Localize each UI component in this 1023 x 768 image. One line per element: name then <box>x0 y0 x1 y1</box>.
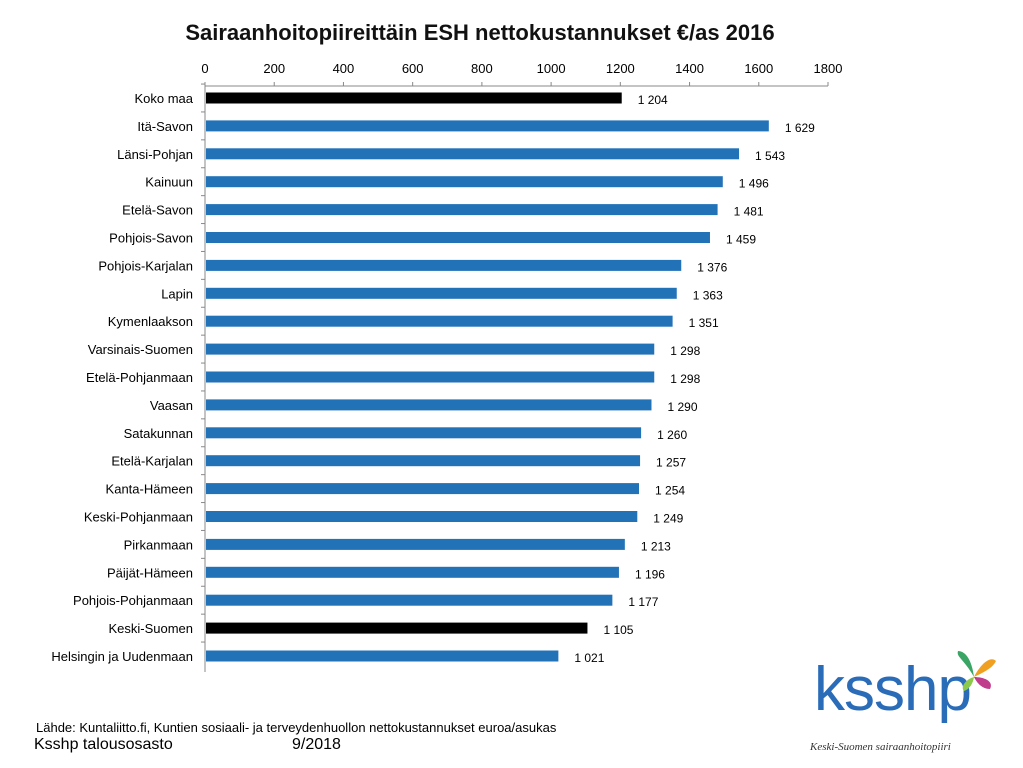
bar <box>206 594 613 606</box>
x-tick-label: 0 <box>201 61 208 76</box>
category-label: Pohjois-Savon <box>109 231 193 246</box>
ksshp-logo: ksshp Keski-Suomen sairaanhoitopiiri <box>800 645 1010 760</box>
chart-title: Sairaanhoitopiireittäin ESH nettokustann… <box>185 20 775 45</box>
x-tick-label: 1000 <box>537 61 566 76</box>
category-label: Satakunnan <box>124 426 193 441</box>
bar <box>206 650 559 662</box>
data-label: 1 257 <box>656 456 686 470</box>
data-label: 1 459 <box>726 233 756 247</box>
bar <box>206 287 677 299</box>
x-tick-label: 1200 <box>606 61 635 76</box>
category-label: Päijät-Hämeen <box>107 565 193 580</box>
bar <box>206 343 655 355</box>
category-label: Itä-Savon <box>137 119 193 134</box>
bar <box>206 399 652 411</box>
category-label: Etelä-Karjalan <box>111 454 193 469</box>
data-label: 1 213 <box>641 539 671 553</box>
bar-chart: 0 200 400 600 800 1000 1200 1400 1600 1800 Koko ma… <box>51 61 843 672</box>
bar <box>206 538 625 550</box>
x-tick-label: 1400 <box>675 61 704 76</box>
bar <box>206 511 638 522</box>
category-label: Pohjois-Pohjanmaan <box>73 593 193 608</box>
data-label: 1 196 <box>635 567 665 581</box>
data-label: 1 254 <box>655 484 685 498</box>
source-note: Lähde: Kuntaliitto.fi, Kuntien sosiaali-… <box>36 720 557 735</box>
category-label: Kanta-Hämeen <box>106 482 193 497</box>
bar <box>206 259 682 271</box>
bar <box>206 427 642 439</box>
category-label: Kymenlaakson <box>108 314 193 329</box>
logo-subtitle: Keski-Suomen sairaanhoitopiiri <box>810 741 951 753</box>
bar <box>206 232 710 243</box>
bar <box>206 371 655 383</box>
data-label: 1 298 <box>670 372 700 386</box>
category-label: Keski-Suomen <box>108 621 193 636</box>
x-tick-label: 200 <box>263 61 285 76</box>
bar <box>206 148 740 160</box>
x-tick-label: 1800 <box>814 61 843 76</box>
data-label: 1 481 <box>734 205 764 219</box>
category-label: Länsi-Pohjan <box>117 147 193 162</box>
x-tick-label: 1600 <box>744 61 773 76</box>
department-label: Ksshp talousosasto <box>34 736 173 753</box>
logo-text: ksshp <box>814 655 972 724</box>
bar <box>206 622 588 634</box>
data-label: 1 260 <box>657 428 687 442</box>
category-label: Keski-Pohjanmaan <box>84 510 193 525</box>
data-label: 1 249 <box>653 512 683 526</box>
category-label: Vaasan <box>150 398 193 413</box>
data-label: 1 543 <box>755 149 785 163</box>
category-label: Varsinais-Suomen <box>88 342 193 357</box>
x-tick-label: 800 <box>471 61 493 76</box>
date-label: 9/2018 <box>292 736 341 753</box>
category-label: Lapin <box>161 286 193 301</box>
category-label: Pirkanmaan <box>124 537 193 552</box>
category-label: Etelä-Savon <box>122 203 193 218</box>
data-label: 1 021 <box>574 651 604 665</box>
category-label: Helsingin ja Uudenmaan <box>51 649 193 664</box>
category-label: Etelä-Pohjanmaan <box>86 370 193 385</box>
data-label: 1 363 <box>693 288 723 302</box>
x-tick-label: 600 <box>402 61 424 76</box>
bar <box>206 455 641 467</box>
bar <box>206 566 619 578</box>
bar <box>206 92 622 104</box>
bar <box>206 483 640 495</box>
data-label: 1 298 <box>670 344 700 358</box>
bar <box>206 120 769 132</box>
category-label: Kainuun <box>145 175 193 190</box>
data-label: 1 351 <box>689 316 719 330</box>
x-tick-label: 400 <box>333 61 355 76</box>
bar <box>206 315 673 327</box>
bar <box>206 204 718 216</box>
category-label: Koko maa <box>134 91 193 106</box>
category-label: Pohjois-Karjalan <box>98 258 193 273</box>
butterfly-icon <box>957 651 996 691</box>
data-label: 1 629 <box>785 121 815 135</box>
data-label: 1 290 <box>667 400 697 414</box>
data-label: 1 496 <box>739 177 769 191</box>
data-label: 1 177 <box>628 595 658 609</box>
bar <box>206 176 723 188</box>
data-label: 1 376 <box>697 260 727 274</box>
data-label: 1 105 <box>603 623 633 637</box>
data-label: 1 204 <box>638 93 668 107</box>
